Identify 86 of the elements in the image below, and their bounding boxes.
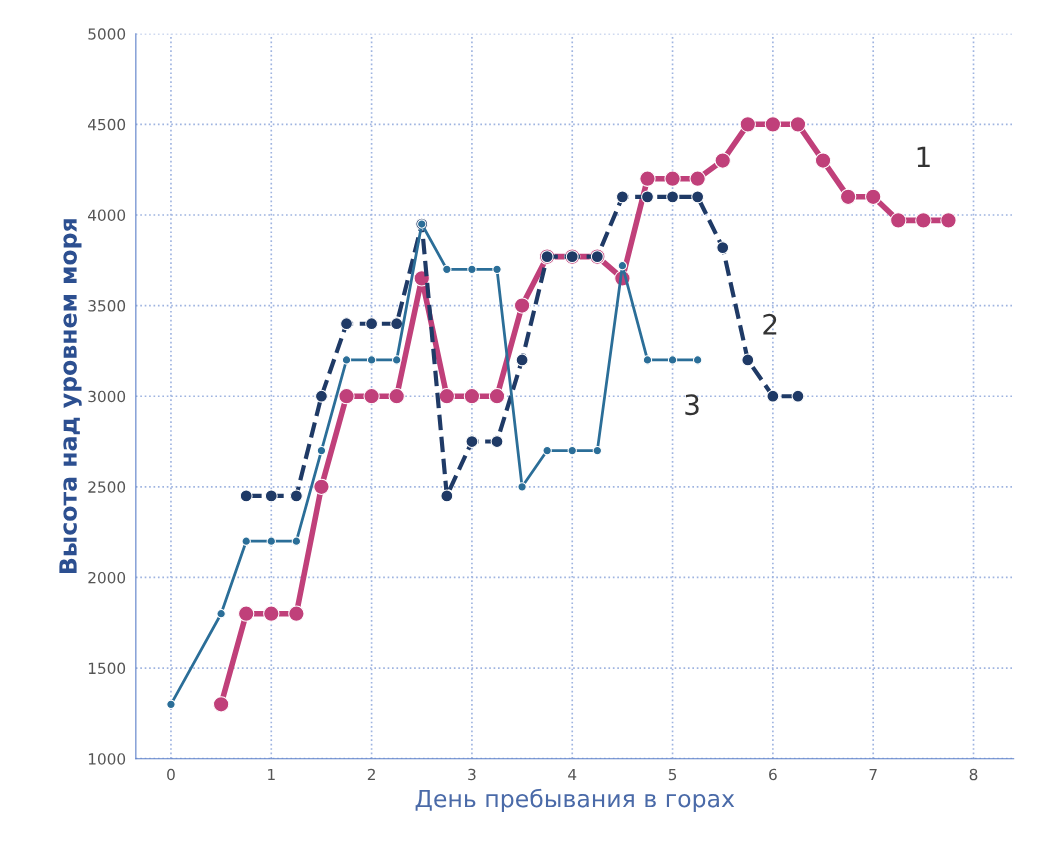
point [542, 445, 552, 456]
point [515, 353, 529, 367]
y-tick-label: 5000 [88, 28, 126, 40]
point [890, 212, 907, 229]
point [216, 609, 226, 619]
point [764, 116, 782, 133]
point [739, 116, 756, 133]
point [689, 170, 706, 187]
point [741, 353, 755, 367]
point [641, 190, 654, 204]
y-tick-label: 4500 [87, 118, 126, 131]
point [442, 264, 452, 275]
point [567, 445, 577, 456]
x-axis-title: День пребывания в горах [415, 788, 735, 813]
point [714, 152, 731, 169]
x-tick-label: 4 [568, 768, 577, 781]
point [338, 388, 355, 405]
point [513, 297, 531, 314]
point [940, 212, 957, 229]
x-tick-label: 1 [268, 768, 275, 781]
point [289, 489, 303, 503]
point [266, 536, 276, 546]
y-tick-label: 1500 [88, 662, 126, 675]
point [440, 489, 454, 503]
point [315, 389, 328, 403]
x-tick-label: 0 [167, 768, 175, 781]
point [390, 317, 404, 331]
point [341, 355, 352, 365]
point [438, 388, 455, 405]
y-tick-label: 2000 [88, 571, 126, 584]
x-tick-label: 8 [969, 768, 978, 781]
point [264, 489, 278, 503]
point [691, 190, 705, 204]
point [488, 388, 506, 405]
point [766, 389, 780, 403]
point [239, 489, 253, 503]
x-tick-label: 6 [769, 768, 777, 781]
point [467, 264, 477, 275]
point [789, 116, 807, 133]
point [288, 605, 305, 622]
point [313, 478, 330, 495]
point [340, 317, 353, 331]
point [664, 170, 681, 187]
y-tick-label: 4000 [87, 209, 126, 221]
point [791, 389, 805, 403]
point [692, 355, 703, 365]
point [666, 190, 679, 204]
point [642, 355, 653, 365]
point [392, 355, 402, 365]
point [465, 435, 479, 448]
point [388, 388, 405, 405]
point [592, 445, 603, 456]
y-tick-label: 3000 [88, 390, 126, 403]
point [212, 696, 230, 713]
series-label: 3 [685, 394, 699, 416]
x-tick-label: 3 [468, 768, 476, 781]
series-label: 2 [763, 313, 777, 335]
x-tick-label: 7 [869, 768, 877, 781]
point [716, 241, 730, 255]
point [166, 699, 176, 710]
point [366, 355, 377, 365]
point [463, 388, 481, 405]
point [492, 264, 502, 275]
point [865, 188, 882, 205]
point [667, 355, 678, 365]
x-tick-label: 2 [367, 768, 375, 781]
point [839, 188, 857, 205]
point [291, 536, 302, 546]
x-tick-label: 5 [668, 768, 677, 781]
point [263, 605, 280, 622]
point [639, 170, 656, 187]
point [365, 317, 379, 331]
series-label: 1 [917, 146, 930, 167]
point [814, 152, 832, 169]
point [615, 190, 629, 204]
point [238, 605, 255, 622]
y-tick-label: 1000 [88, 753, 126, 765]
point [617, 261, 628, 271]
point [490, 435, 504, 448]
y-tick-label: 3500 [88, 300, 126, 312]
point [363, 388, 380, 405]
y-tick-label: 2500 [88, 481, 126, 493]
point [915, 212, 932, 229]
point [241, 536, 251, 546]
y-axis-title: Высота над уровнем моря [59, 219, 82, 573]
point [517, 482, 527, 492]
